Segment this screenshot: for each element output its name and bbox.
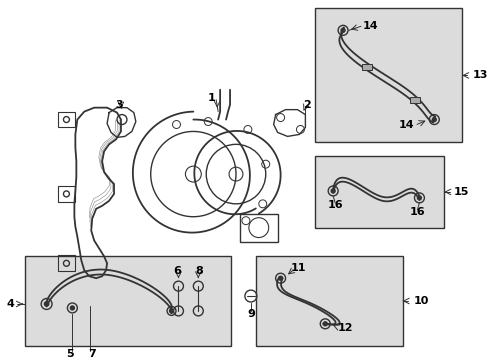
Bar (57, 255, 75, 271)
Text: 15: 15 (454, 187, 469, 197)
Text: 2: 2 (303, 100, 311, 110)
Circle shape (279, 276, 283, 280)
Text: 5: 5 (67, 348, 74, 359)
Circle shape (71, 306, 74, 310)
Text: 10: 10 (414, 296, 429, 306)
Text: 9: 9 (247, 309, 255, 319)
Bar (57, 112, 75, 127)
Text: 14: 14 (399, 121, 415, 130)
Circle shape (323, 322, 327, 326)
Text: 11: 11 (291, 263, 306, 273)
Circle shape (45, 302, 49, 306)
Text: 4: 4 (7, 299, 15, 309)
Bar (410, 96, 420, 103)
Circle shape (170, 309, 173, 313)
Text: 13: 13 (473, 71, 489, 80)
Bar (57, 186, 75, 202)
Circle shape (432, 118, 436, 122)
Text: 12: 12 (337, 323, 353, 333)
Circle shape (417, 196, 421, 200)
Circle shape (331, 189, 335, 193)
Bar (256, 256, 403, 346)
Text: 7: 7 (88, 348, 96, 359)
Bar (25, 256, 231, 346)
Text: 8: 8 (196, 266, 203, 276)
Text: 16: 16 (410, 207, 425, 217)
Bar (362, 64, 372, 70)
Text: 3: 3 (115, 100, 123, 110)
Circle shape (341, 28, 345, 32)
Bar (240, 214, 278, 242)
Text: 6: 6 (173, 266, 181, 276)
Text: 14: 14 (363, 21, 379, 31)
Bar (315, 156, 444, 228)
Bar (315, 9, 462, 142)
Text: 16: 16 (327, 200, 343, 210)
Text: 1: 1 (207, 93, 215, 103)
